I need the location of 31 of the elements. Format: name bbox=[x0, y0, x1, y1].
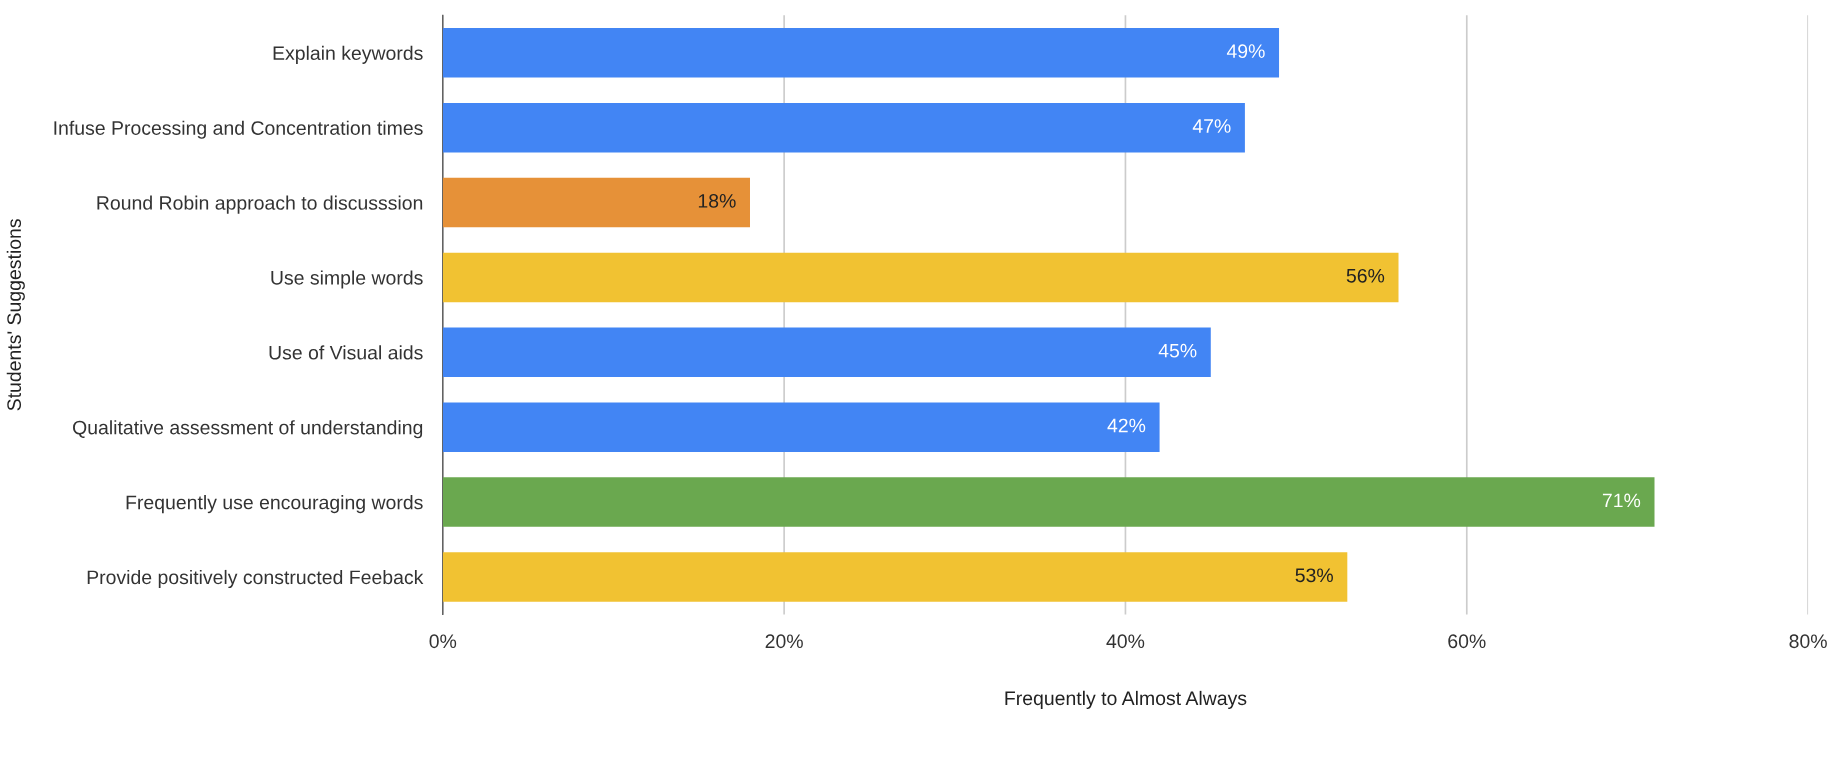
y-tick-label: Round Robin approach to discusssion bbox=[97, 195, 423, 214]
bar bbox=[442, 552, 1348, 602]
bar bbox=[442, 477, 1655, 527]
data-label: 45% bbox=[1158, 343, 1197, 358]
x-tick-label: 20% bbox=[765, 634, 803, 649]
bar bbox=[442, 252, 1399, 303]
bar bbox=[442, 102, 1245, 153]
y-tick-label: Frequently use encouraging words bbox=[126, 495, 423, 514]
bar bbox=[442, 177, 750, 228]
y-tick-label: Provide positively constructed Feeback bbox=[87, 569, 424, 589]
x-tick-label: 0% bbox=[429, 634, 457, 649]
bar bbox=[442, 402, 1160, 452]
x-tick-label: 80% bbox=[1789, 634, 1827, 649]
data-label: 49% bbox=[1226, 44, 1265, 59]
x-tick-label: 40% bbox=[1106, 634, 1145, 649]
y-tick-label: Use of Visual aids bbox=[269, 345, 423, 360]
data-label: 42% bbox=[1107, 418, 1146, 433]
x-tick-label: 60% bbox=[1448, 634, 1486, 649]
y-axis-title: Students' Suggestions bbox=[6, 219, 25, 411]
y-tick-label: Infuse Processing and Concentration times bbox=[54, 120, 423, 139]
data-label: 71% bbox=[1602, 493, 1641, 508]
bar bbox=[442, 28, 1280, 78]
y-tick-label: Qualitative assessment of understanding bbox=[73, 420, 423, 439]
y-tick-label: Explain keywords bbox=[273, 45, 423, 64]
bar bbox=[442, 327, 1211, 378]
x-axis-title: Frequently to Almost Always bbox=[1005, 690, 1247, 709]
data-label: 56% bbox=[1346, 268, 1385, 283]
data-label: 53% bbox=[1295, 568, 1333, 583]
data-label: 47% bbox=[1192, 119, 1231, 133]
data-label: 18% bbox=[698, 194, 736, 208]
y-tick-label: Use simple words bbox=[271, 270, 423, 289]
